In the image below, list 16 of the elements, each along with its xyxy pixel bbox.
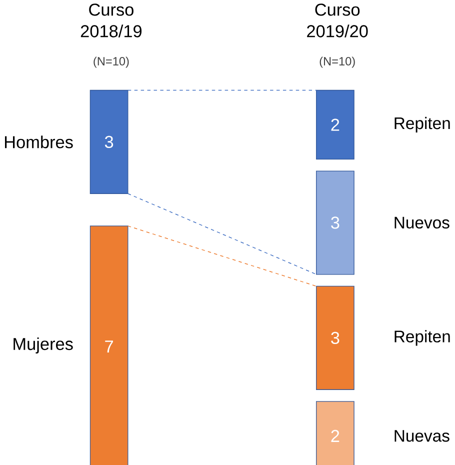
text: Repiten [395, 116, 450, 132]
text: Repiten [395, 330, 450, 346]
data-label: 3 [331, 332, 340, 344]
data-label: 3 [331, 216, 340, 229]
text: Nuevas [395, 430, 450, 442]
data-label: 2 [332, 430, 340, 442]
data-label: 2 [332, 118, 340, 131]
category-label: Curso 2018/19 [81, 4, 142, 38]
text: (N=10) [320, 56, 356, 68]
text: Nuevos [395, 216, 450, 229]
data-label: 3 [105, 136, 114, 148]
category-label: Curso 2019/20 [307, 4, 368, 38]
series-label: Mujeres [14, 337, 74, 354]
data-label: 7 [105, 340, 114, 352]
series-label: Hombres [5, 136, 74, 148]
text: (N=10) [94, 56, 129, 68]
